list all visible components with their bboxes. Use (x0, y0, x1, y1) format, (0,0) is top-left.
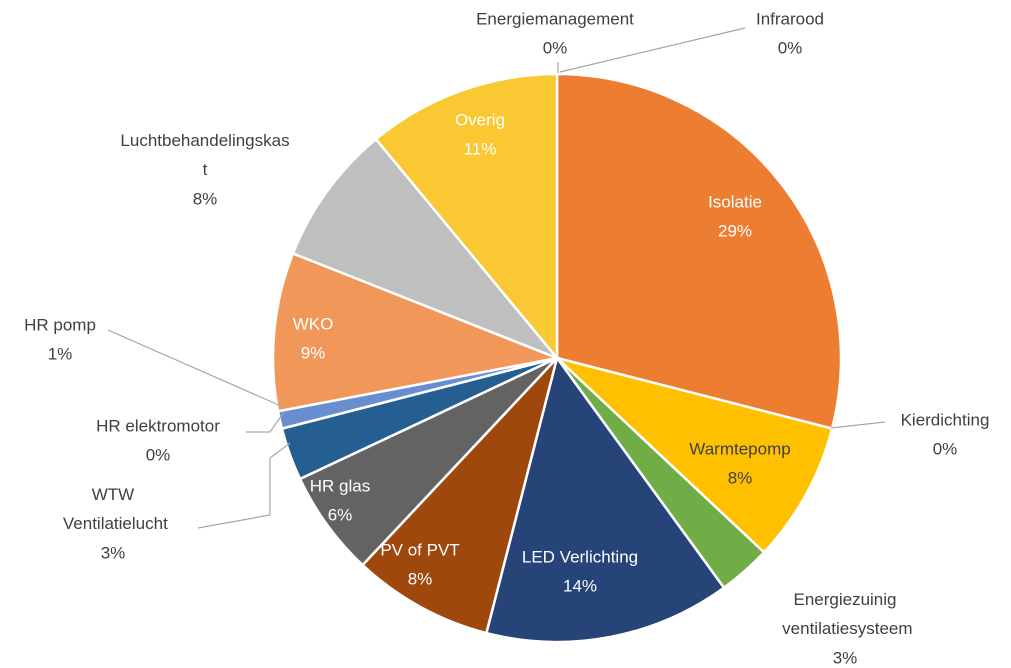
value-label: 29% (718, 221, 752, 240)
value-label: 0% (146, 445, 171, 464)
slice-label: HR elektromotor (96, 416, 220, 435)
label-line: Energiezuinig (793, 590, 896, 609)
slice-label: HR pomp (24, 315, 96, 334)
leader-line (559, 27, 746, 73)
value-label: 11% (464, 139, 497, 158)
value-label: 6% (328, 505, 353, 524)
pie-slice (360, 357, 559, 635)
slice-label: Overig (455, 110, 505, 129)
leader-line (830, 421, 886, 429)
slice-label: WKO (293, 314, 334, 333)
slice-label: LED Verlichting (522, 547, 638, 566)
slice-label: HR glas (310, 476, 370, 495)
value-label: 8% (728, 468, 753, 487)
slice-label: Luchtbehandelingskas t (120, 131, 289, 179)
slice-label: WTW Ventilatielucht (58, 485, 168, 533)
slice-label: Energiemanagement (476, 9, 634, 28)
label-line: WTW (92, 485, 134, 504)
value-label: 0% (778, 38, 803, 57)
value-label: 0% (933, 439, 958, 458)
label-line: ventilatiesysteem (777, 619, 912, 638)
pie-slice (271, 251, 562, 413)
pie-slice (555, 72, 843, 431)
value-label: 0% (543, 38, 568, 57)
value-label: 9% (301, 343, 326, 362)
label-line: Luchtbehandelingskas (120, 131, 289, 150)
value-label: 8% (408, 569, 433, 588)
slice-label: PV of PVT (380, 540, 459, 559)
leader-line (197, 442, 291, 529)
pie-slice (291, 137, 558, 360)
label-line: Ventilatielucht (58, 514, 168, 533)
pie-slice (374, 72, 559, 362)
pie-slice (484, 355, 726, 644)
leader-line (107, 329, 282, 407)
value-label: 1% (48, 344, 73, 363)
slice-label: Isolatie (708, 192, 762, 211)
slice-label: Infrarood (756, 9, 824, 28)
value-label: 8% (193, 189, 218, 208)
value-label: 3% (833, 648, 858, 667)
leader-line (246, 411, 285, 433)
pie-slice (556, 356, 834, 555)
slice-label: Energiezuinig ventilatiesysteem (777, 590, 912, 638)
slice-label: Warmtepomp (689, 439, 790, 458)
value-label: 3% (101, 543, 126, 562)
label-line: t (203, 160, 208, 179)
value-label: 14% (563, 576, 597, 595)
slice-label: Kierdichting (901, 410, 990, 429)
